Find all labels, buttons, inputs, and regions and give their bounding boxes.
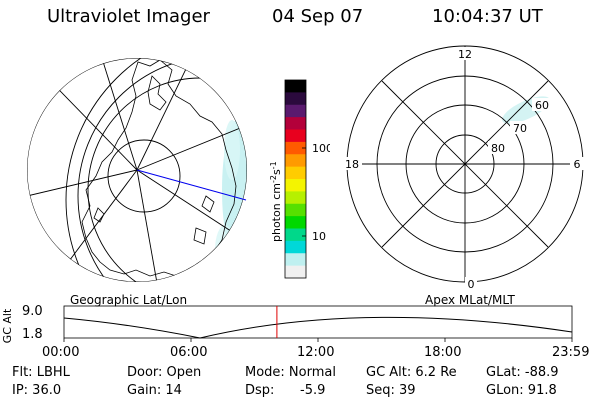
info-flt: Flt: LBHL <box>12 365 70 380</box>
colorbar-segment <box>285 240 306 254</box>
info-dsp: Dsp: <box>245 383 275 398</box>
altitude-curve <box>63 316 573 339</box>
info-seq: Seq: 39 <box>366 383 416 398</box>
colorbar-segment <box>285 216 306 230</box>
timeline-xtick-1800: 18:00 <box>424 345 462 360</box>
date-label: 04 Sep 07 <box>272 6 364 27</box>
orbit-altitude-timeline <box>63 305 573 342</box>
timeline-ticks <box>63 338 573 342</box>
info-ip: IP: 36.0 <box>12 383 62 398</box>
info-dsp-value: -5.9 <box>300 383 326 398</box>
colorbar-segment <box>285 253 306 267</box>
mlt-label-0: 0 <box>468 278 475 291</box>
polar-grid <box>346 45 584 283</box>
colorbar-segment <box>285 179 306 192</box>
timeline-xtick-0600: 06:00 <box>170 345 208 360</box>
sun-direction-line <box>136 169 247 201</box>
apex-panel-label: Apex MLat/MLT <box>425 293 515 307</box>
colorbar-segment <box>285 141 306 155</box>
info-gain: Gain: 14 <box>127 383 182 398</box>
info-gc-alt: GC Alt: 6.2 Re <box>366 365 457 380</box>
timeline-xtick-2359: 23:59 <box>552 345 590 360</box>
instrument-title: Ultraviolet Imager <box>47 6 210 27</box>
coastline <box>81 59 237 277</box>
info-glat: GLat: -88.9 <box>486 365 559 380</box>
colorbar-segment <box>285 92 306 106</box>
timeline-xtick-1200: 12:00 <box>297 345 335 360</box>
colorbar-tick-100: 100 <box>312 142 330 155</box>
info-mode: Mode: Normal <box>245 365 336 380</box>
info-glon: GLon: 91.8 <box>486 383 557 398</box>
colorbar-segment <box>285 166 306 180</box>
mlt-label-12: 12 <box>458 48 472 61</box>
mlt-label-6: 6 <box>574 158 581 171</box>
colorbar-segment <box>285 117 306 131</box>
timeline-ylabel-wrap: GC Alt <box>0 304 14 348</box>
colorbar-tick-10: 10 <box>312 230 326 243</box>
timeline-xtick-0000: 00:00 <box>42 345 80 360</box>
mlat-label-60: 60 <box>535 99 549 112</box>
colorbar-segment <box>285 191 306 205</box>
colorbar-segment <box>285 203 306 217</box>
geographic-panel-label: Geographic Lat/Lon <box>70 293 188 307</box>
timeline-ytick-top: 9.0 <box>22 304 43 319</box>
mlat-mlt-polar-plot: 12 18 6 0 60 70 80 <box>342 45 584 291</box>
timeline-ylabel: GC Alt <box>1 308 14 344</box>
mlat-label-80: 80 <box>491 142 505 155</box>
color-scale-bar: 100 10 photon cm-2s-1 <box>270 79 330 279</box>
colorbar-segment <box>285 265 306 279</box>
colorbar-segment <box>285 154 306 168</box>
mlat-label-70: 70 <box>513 122 527 135</box>
timeline-ytick-bottom: 1.8 <box>22 327 43 342</box>
time-label: 10:04:37 UT <box>432 6 543 27</box>
colorbar-segment <box>285 80 306 93</box>
mlt-label-18: 18 <box>345 158 359 171</box>
colorbar-unit-label: photon cm-2s-1 <box>270 161 283 242</box>
colorbar-segment <box>285 104 306 118</box>
geographic-map <box>27 58 247 282</box>
colorbar-segment <box>285 228 306 242</box>
colorbar-segment <box>285 129 306 143</box>
info-door: Door: Open <box>127 365 202 380</box>
